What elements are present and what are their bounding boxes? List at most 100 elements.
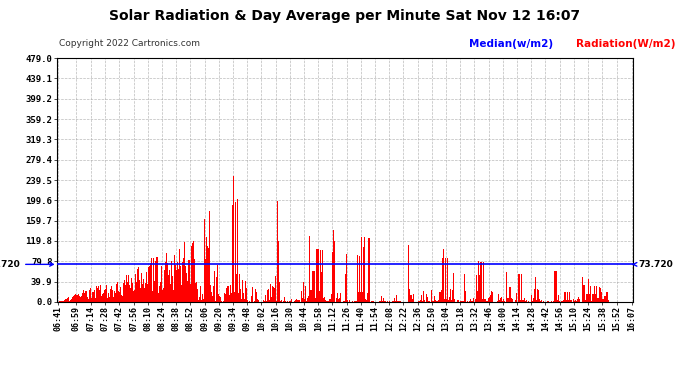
Bar xyxy=(535,277,536,302)
Bar xyxy=(70,300,71,302)
Bar xyxy=(489,297,490,302)
Bar xyxy=(249,301,250,302)
Bar xyxy=(339,298,340,302)
Bar xyxy=(325,300,326,302)
Bar xyxy=(221,301,222,302)
Bar xyxy=(364,237,366,302)
Bar xyxy=(315,298,316,302)
Bar xyxy=(306,298,308,302)
Bar xyxy=(349,300,351,302)
Bar xyxy=(509,287,511,302)
Bar xyxy=(408,245,409,302)
Bar xyxy=(190,284,191,302)
Bar xyxy=(423,291,424,302)
Bar xyxy=(77,295,79,302)
Bar xyxy=(208,248,209,302)
Bar xyxy=(153,258,155,302)
Bar xyxy=(199,297,200,302)
Bar xyxy=(175,265,176,302)
Bar xyxy=(452,290,453,302)
Bar xyxy=(176,270,177,302)
Bar xyxy=(265,295,266,302)
Bar xyxy=(599,287,600,302)
Bar xyxy=(437,301,438,302)
Bar xyxy=(400,301,401,302)
Bar xyxy=(105,290,106,302)
Bar xyxy=(120,287,121,302)
Bar xyxy=(62,301,63,302)
Bar xyxy=(536,300,537,302)
Bar xyxy=(323,298,324,302)
Bar xyxy=(157,293,159,302)
Bar xyxy=(96,286,97,302)
Bar xyxy=(184,242,185,302)
Bar xyxy=(426,294,427,302)
Bar xyxy=(347,300,348,302)
Bar xyxy=(217,266,218,302)
Bar xyxy=(69,301,70,302)
Bar xyxy=(555,271,556,302)
Bar xyxy=(133,291,134,302)
Bar xyxy=(427,297,428,302)
Bar xyxy=(531,295,532,302)
Bar xyxy=(440,290,442,302)
Bar xyxy=(522,300,524,302)
Bar xyxy=(211,292,213,302)
Bar xyxy=(472,301,473,302)
Bar xyxy=(551,301,552,302)
Bar xyxy=(388,301,390,302)
Bar xyxy=(200,286,201,302)
Bar xyxy=(66,299,67,302)
Bar xyxy=(387,301,388,302)
Bar xyxy=(362,292,364,302)
Bar xyxy=(519,274,520,302)
Bar xyxy=(471,301,472,302)
Bar xyxy=(188,260,189,302)
Bar xyxy=(101,294,103,302)
Bar xyxy=(597,297,598,302)
Bar xyxy=(492,292,493,302)
Bar xyxy=(478,261,479,302)
Bar xyxy=(578,297,580,302)
Bar xyxy=(209,211,210,302)
Bar xyxy=(275,276,276,302)
Bar xyxy=(118,291,119,302)
Bar xyxy=(256,292,257,302)
Bar xyxy=(464,274,465,302)
Bar xyxy=(244,299,245,302)
Bar xyxy=(450,290,451,302)
Bar xyxy=(470,299,471,302)
Bar xyxy=(355,301,356,302)
Bar xyxy=(167,262,168,302)
Bar xyxy=(170,261,172,302)
Bar xyxy=(81,296,82,302)
Bar xyxy=(558,295,559,302)
Bar xyxy=(60,301,61,302)
Bar xyxy=(111,286,112,302)
Bar xyxy=(264,300,265,302)
Bar xyxy=(270,284,271,302)
Bar xyxy=(498,294,500,302)
Bar xyxy=(295,300,297,302)
Bar xyxy=(103,293,104,302)
Bar xyxy=(511,299,513,302)
Bar xyxy=(553,301,554,302)
Bar xyxy=(246,288,247,302)
Bar xyxy=(116,284,117,302)
Bar xyxy=(243,293,244,302)
Bar xyxy=(146,272,148,302)
Bar xyxy=(429,301,431,302)
Bar xyxy=(491,291,492,302)
Bar xyxy=(608,300,609,302)
Bar xyxy=(480,262,481,302)
Text: Solar Radiation & Day Average per Minute Sat Nov 12 16:07: Solar Radiation & Day Average per Minute… xyxy=(110,9,580,23)
Bar xyxy=(99,285,101,302)
Bar xyxy=(273,287,274,302)
Bar xyxy=(213,286,215,302)
Bar xyxy=(251,296,252,302)
Bar xyxy=(183,258,184,302)
Bar xyxy=(226,288,228,302)
Bar xyxy=(396,295,397,302)
Bar xyxy=(182,262,183,302)
Bar xyxy=(606,292,607,302)
